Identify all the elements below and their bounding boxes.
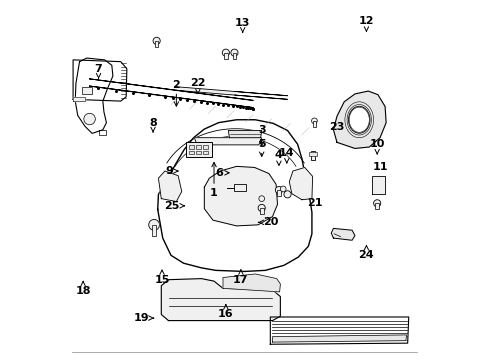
Text: 4: 4 xyxy=(274,150,282,165)
Polygon shape xyxy=(158,120,311,271)
Polygon shape xyxy=(270,317,408,344)
Bar xyxy=(155,41,158,46)
Polygon shape xyxy=(183,243,225,259)
Text: 7: 7 xyxy=(95,64,102,78)
Bar xyxy=(312,121,316,127)
Circle shape xyxy=(280,186,285,192)
Text: 14: 14 xyxy=(279,148,294,163)
Bar xyxy=(196,150,201,154)
Polygon shape xyxy=(272,335,406,342)
Text: 18: 18 xyxy=(75,282,91,296)
Text: 2: 2 xyxy=(172,80,180,106)
Circle shape xyxy=(258,204,265,212)
Polygon shape xyxy=(333,91,386,148)
Circle shape xyxy=(311,118,317,124)
Text: 15: 15 xyxy=(154,270,169,285)
Polygon shape xyxy=(289,167,312,200)
Bar xyxy=(232,53,236,59)
Text: 23: 23 xyxy=(328,122,344,132)
Bar xyxy=(310,151,314,160)
Bar xyxy=(188,150,193,154)
Polygon shape xyxy=(99,130,106,135)
Bar xyxy=(152,225,156,235)
Text: 9: 9 xyxy=(165,166,178,176)
Bar xyxy=(188,145,193,149)
Polygon shape xyxy=(75,58,113,134)
Text: 3: 3 xyxy=(257,125,265,146)
Text: 25: 25 xyxy=(164,201,184,211)
Bar xyxy=(203,150,207,154)
Circle shape xyxy=(83,113,95,125)
Ellipse shape xyxy=(348,106,369,133)
Bar xyxy=(186,141,212,157)
Text: 13: 13 xyxy=(235,18,250,32)
Bar xyxy=(260,208,263,214)
Text: 22: 22 xyxy=(190,78,205,94)
Text: 8: 8 xyxy=(149,118,157,132)
Polygon shape xyxy=(161,279,280,320)
Polygon shape xyxy=(158,171,182,202)
Bar xyxy=(309,152,316,156)
Polygon shape xyxy=(223,274,280,292)
Text: 21: 21 xyxy=(306,198,322,208)
Bar xyxy=(277,190,280,196)
Bar xyxy=(375,203,378,210)
Circle shape xyxy=(153,37,160,44)
Circle shape xyxy=(284,191,290,198)
Circle shape xyxy=(275,186,282,194)
Text: 1: 1 xyxy=(210,162,218,198)
Text: 11: 11 xyxy=(372,162,388,172)
Circle shape xyxy=(148,220,159,230)
Bar xyxy=(196,145,201,149)
Text: 16: 16 xyxy=(218,305,233,319)
Polygon shape xyxy=(204,166,277,226)
Polygon shape xyxy=(194,138,261,145)
Bar xyxy=(234,184,245,191)
Circle shape xyxy=(173,245,182,254)
Polygon shape xyxy=(371,176,384,194)
Bar xyxy=(185,168,196,176)
Polygon shape xyxy=(330,228,354,240)
Bar xyxy=(224,53,227,59)
Circle shape xyxy=(373,200,380,207)
Circle shape xyxy=(222,49,229,56)
Text: 12: 12 xyxy=(358,17,373,31)
Circle shape xyxy=(258,196,264,202)
Text: 10: 10 xyxy=(369,139,384,154)
Bar xyxy=(203,145,207,149)
Text: 5: 5 xyxy=(257,139,265,156)
Text: 17: 17 xyxy=(233,270,248,285)
Bar xyxy=(175,249,179,256)
Text: 6: 6 xyxy=(215,168,229,178)
Text: 20: 20 xyxy=(258,217,278,227)
Polygon shape xyxy=(73,60,126,101)
Text: 19: 19 xyxy=(134,313,153,323)
Polygon shape xyxy=(73,97,85,101)
Text: 24: 24 xyxy=(358,246,373,260)
Circle shape xyxy=(230,49,238,56)
Polygon shape xyxy=(228,131,261,138)
Bar xyxy=(82,87,92,94)
